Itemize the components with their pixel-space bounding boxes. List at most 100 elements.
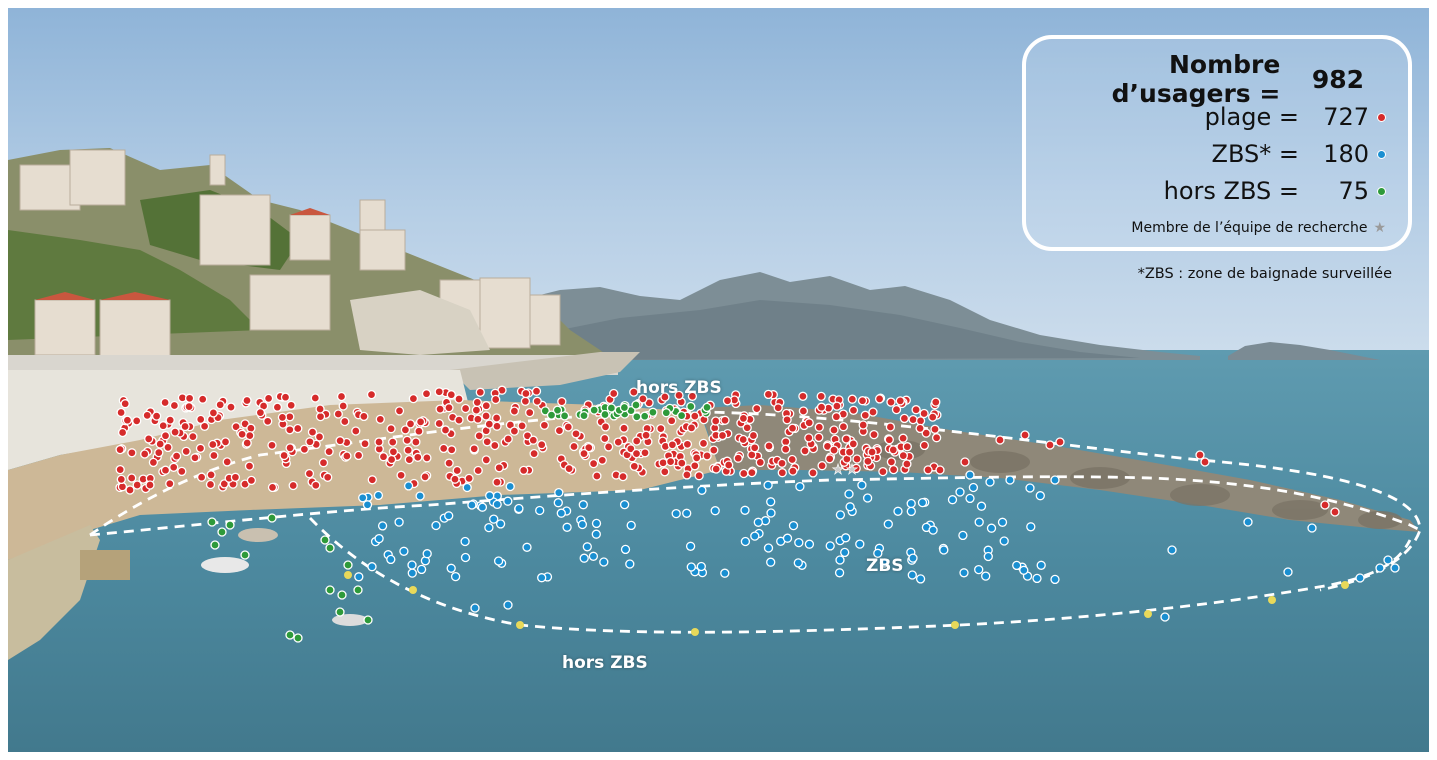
beach-user-dot (521, 388, 531, 399)
zbs-user-dot (1160, 612, 1170, 622)
beach-user-dot (750, 443, 760, 453)
beach-user-dot (396, 470, 406, 480)
zbs-user-dot (1026, 522, 1036, 532)
beach-user-dot (888, 445, 898, 455)
zbs-user-dot (620, 544, 631, 555)
beach-user-dot (848, 439, 858, 449)
beach-user-dot (667, 440, 678, 450)
zbs-user-dot (1035, 491, 1045, 501)
zbs-user-dot (955, 487, 965, 497)
beach-user-dot (898, 450, 908, 461)
beach-user-dot (660, 467, 670, 477)
beach-user-dot (908, 414, 918, 425)
outside-zbs-user-dot (559, 411, 570, 421)
beach-user-dot (539, 420, 550, 430)
beach-user-dot (733, 453, 743, 463)
beach-user-dot (272, 402, 283, 412)
zbs-user-dot (431, 520, 441, 531)
beach-user-dot (222, 457, 232, 467)
beach-user-dot (874, 394, 885, 404)
beach-user-dot (867, 447, 877, 457)
beach-user-dot (674, 390, 684, 401)
beach-user-dot (739, 468, 749, 479)
legend-row-zbs: ZBS* = 180 (1212, 137, 1386, 171)
zbs-user-dot (374, 533, 384, 544)
zbs-user-dot (740, 536, 751, 547)
beach-user-dot (804, 433, 814, 443)
beach-user-dot (263, 416, 273, 426)
zbs-user-dot (537, 573, 547, 583)
beach-user-dot (491, 413, 502, 423)
beach-user-dot (557, 396, 567, 407)
zbs-user-dot (450, 571, 461, 582)
beach-user-dot (444, 458, 454, 468)
zbs-user-dot (788, 520, 799, 531)
zbs-user-dot (1375, 563, 1385, 573)
beach-user-dot (600, 422, 611, 432)
zbs-user-dot (591, 529, 601, 539)
beach-user-dot (231, 422, 241, 432)
beach-user-dot (738, 413, 749, 424)
legend-value: 727 (1323, 103, 1369, 131)
outside-zbs-user-dot (540, 406, 550, 416)
beach-user-dot (554, 425, 565, 436)
zbs-user-dot (985, 477, 995, 487)
zbs-user-dot (562, 522, 572, 532)
legend-total-row: Nombre d’usagers = 982 (1026, 50, 1386, 108)
outside-zbs-user-dot (631, 400, 641, 410)
beach-user-dot (405, 419, 416, 429)
zbs-user-dot (855, 539, 865, 549)
zbs-user-dot (710, 506, 720, 516)
beach-user-dot (597, 455, 607, 465)
beach-user-dot (242, 438, 252, 448)
zbs-user-dot (1390, 563, 1400, 573)
beach-user-dot (878, 466, 888, 477)
beach-user-dot (198, 394, 208, 404)
zbs-user-dot (862, 493, 873, 503)
beach-user-dot (408, 393, 419, 404)
beach-user-dot (1195, 450, 1205, 460)
beach-user-dot (215, 400, 225, 410)
beach-user-dot (122, 415, 133, 425)
zbs-user-dot (697, 485, 707, 495)
beach-user-dot (127, 473, 137, 483)
outside-zbs-user-dot (320, 535, 330, 545)
beach-user-dot (311, 480, 321, 490)
jetty (8, 525, 100, 660)
zbs-user-dot (834, 568, 845, 578)
beach-user-dot (116, 474, 126, 485)
beach-user-dot (609, 388, 619, 399)
beach-user-dot (804, 418, 814, 428)
beach-user-dot (402, 435, 412, 445)
beach-user-dot (755, 457, 765, 468)
legend-box: Nombre d’usagers = 982 plage = 727 ZBS* … (1022, 35, 1412, 251)
legend-row-member: Membre de l’équipe de recherche ★ (1131, 211, 1386, 245)
beach-user-dot (677, 458, 687, 468)
beach-user-dot (279, 450, 289, 461)
beach-user-dot (169, 400, 180, 411)
beach-user-dot (931, 397, 941, 407)
outside-zbs-user-dot (337, 590, 347, 600)
zbs-user-dot (1025, 483, 1035, 493)
beach-user-dot (520, 396, 531, 406)
zbs-user-dot (844, 489, 854, 499)
legend-value: 180 (1323, 140, 1369, 168)
beach-user-dot (921, 428, 931, 438)
zbs-user-dot (795, 481, 805, 492)
beach-user-dot (742, 423, 752, 433)
beach-user-dot (800, 446, 810, 456)
zbs-user-dot (446, 563, 456, 573)
beach-user-dot (588, 458, 599, 469)
legend-total-label: Nombre d’usagers = (1111, 50, 1281, 108)
beach-user-dot (403, 445, 413, 455)
beach-user-dot (360, 439, 370, 449)
beach-user-dot (472, 397, 482, 408)
zbs-user-dot (485, 491, 495, 501)
beach-user-dot (481, 411, 491, 421)
beach-user-dot (532, 396, 542, 406)
beach-user-dot (452, 465, 462, 476)
zbs-user-dot (974, 517, 984, 527)
beach-user-dot (600, 433, 610, 444)
beach-user-dot (788, 466, 798, 476)
